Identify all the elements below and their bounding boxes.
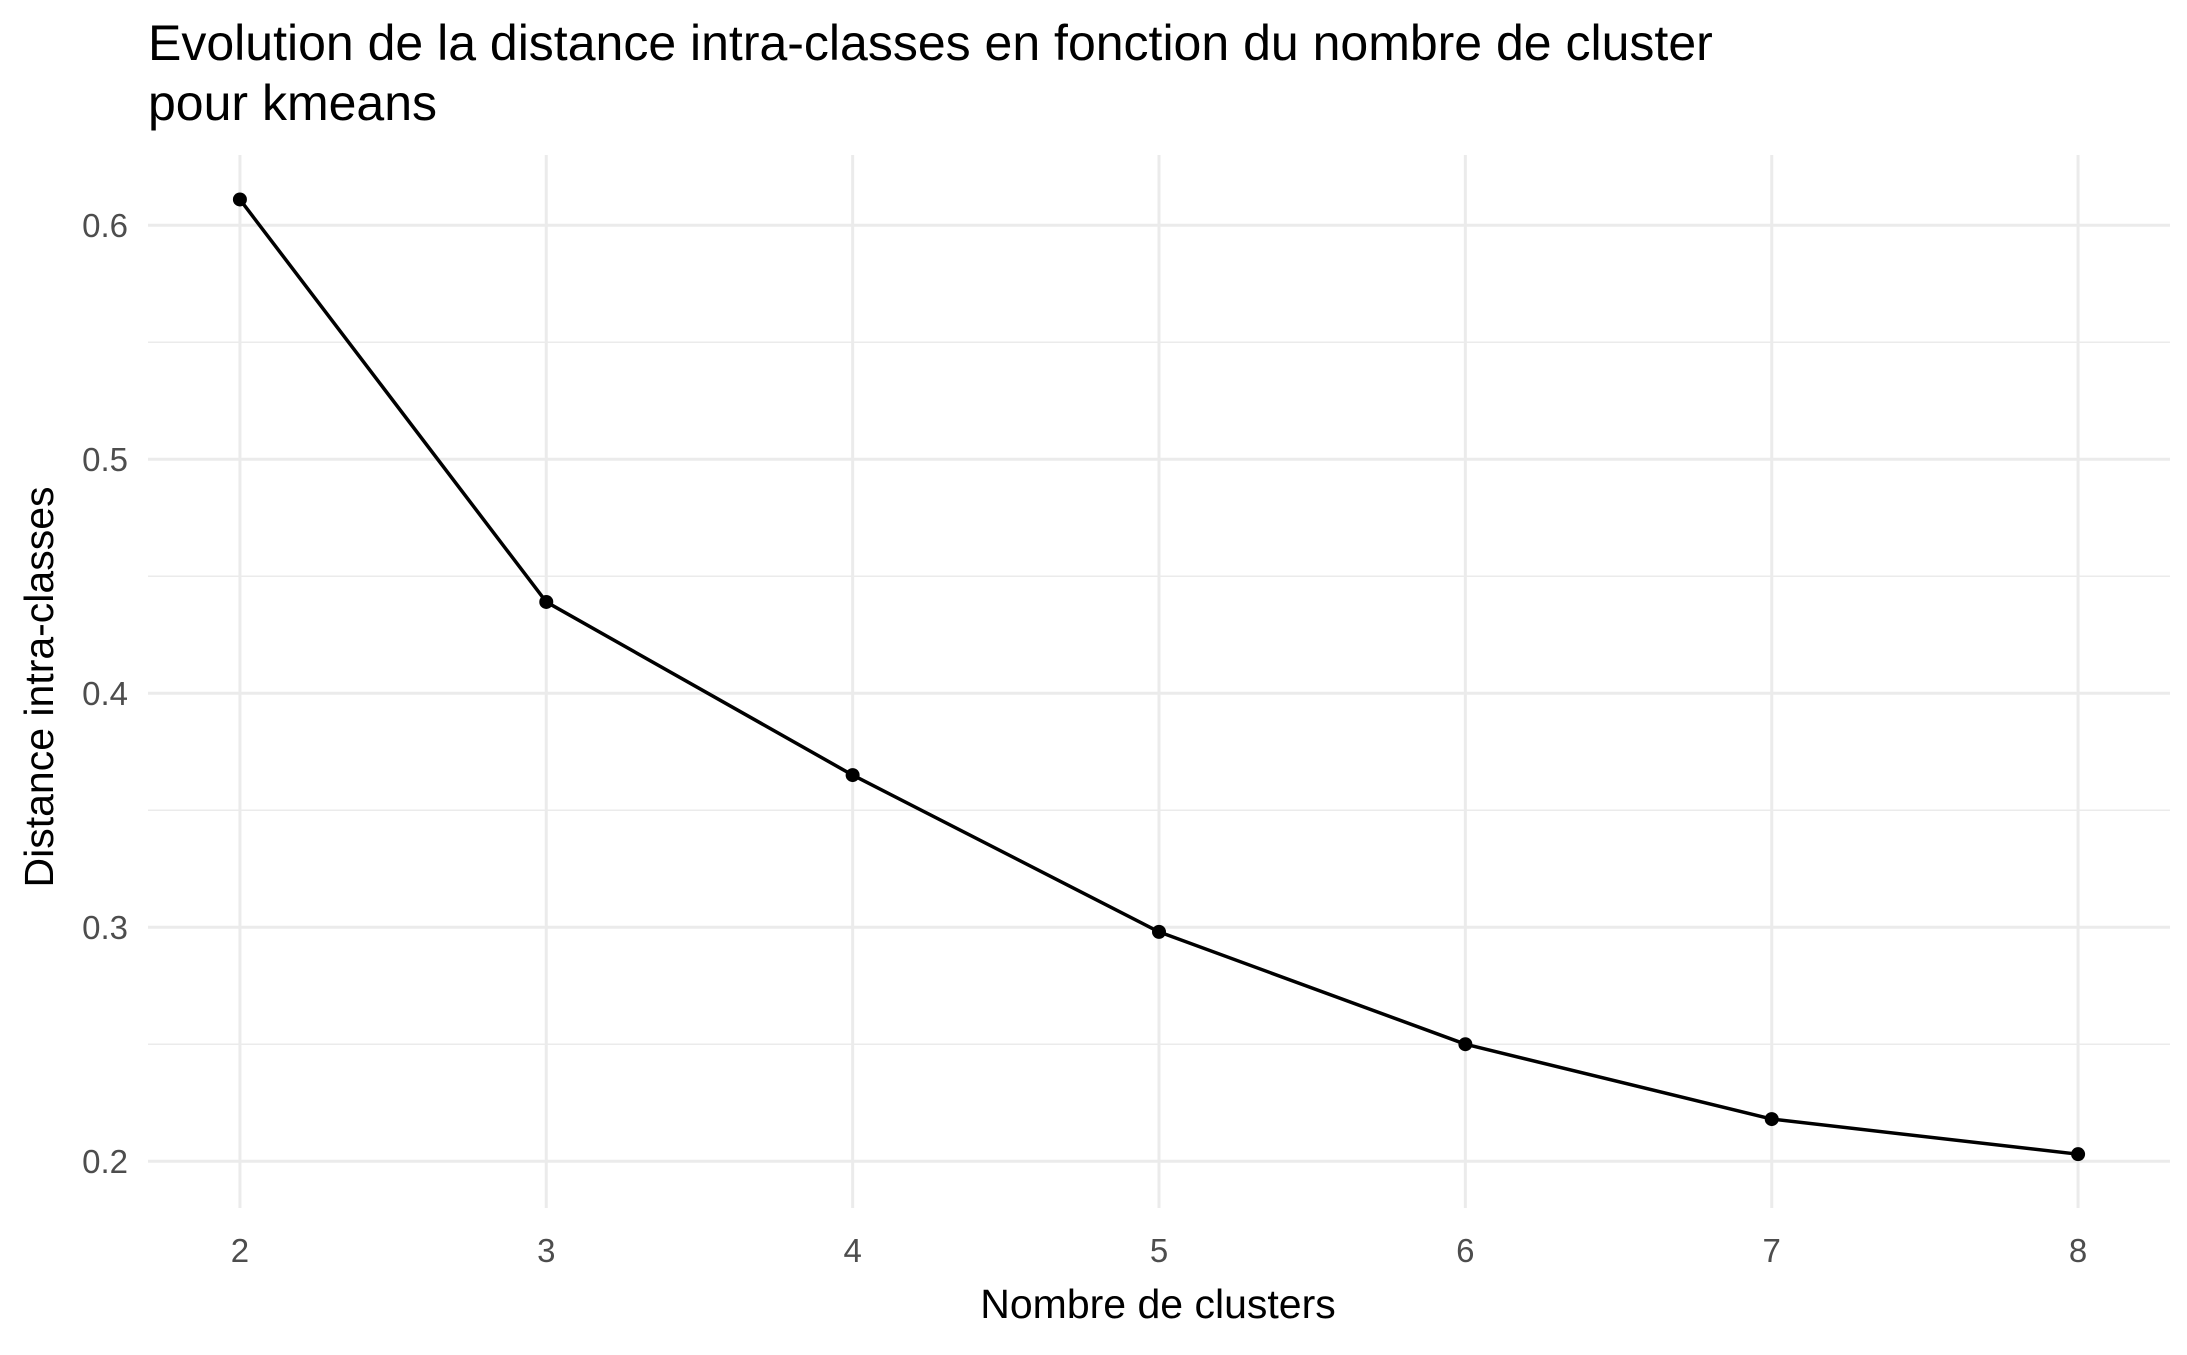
- chart-title-line-2: pour kmeans: [148, 75, 437, 131]
- grid-lines: [148, 155, 2170, 1208]
- y-axis-title: Distance intra-classes: [16, 486, 62, 887]
- data-point: [232, 192, 247, 207]
- data-point: [1152, 924, 1166, 939]
- y-tick-label: 0.5: [82, 441, 128, 478]
- y-tick-label: 0.6: [82, 207, 128, 244]
- x-tick-label: 4: [843, 1232, 861, 1269]
- x-axis-ticks: 2 3 4 5 6 7 8: [231, 1232, 2088, 1269]
- y-tick-label: 0.4: [82, 675, 128, 712]
- x-tick-label: 7: [1763, 1232, 1781, 1269]
- data-point: [2071, 1147, 2086, 1162]
- data-point: [1764, 1112, 1779, 1127]
- x-axis-title: Nombre de clusters: [980, 1281, 1335, 1327]
- x-tick-label: 2: [231, 1232, 249, 1269]
- x-tick-label: 6: [1456, 1232, 1474, 1269]
- y-tick-label: 0.3: [82, 909, 128, 946]
- series-layer: [232, 192, 2086, 1162]
- y-axis-ticks: 0.2 0.3 0.4 0.5 0.6: [82, 207, 128, 1180]
- x-tick-label: 5: [1150, 1232, 1168, 1269]
- data-point: [539, 594, 554, 609]
- chart-title-line-1: Evolution de la distance intra-classes e…: [148, 15, 1713, 71]
- y-tick-label: 0.2: [82, 1143, 128, 1180]
- x-tick-label: 8: [2069, 1232, 2087, 1269]
- x-tick-label: 3: [537, 1232, 555, 1269]
- data-point: [1458, 1037, 1473, 1052]
- data-point: [845, 768, 860, 783]
